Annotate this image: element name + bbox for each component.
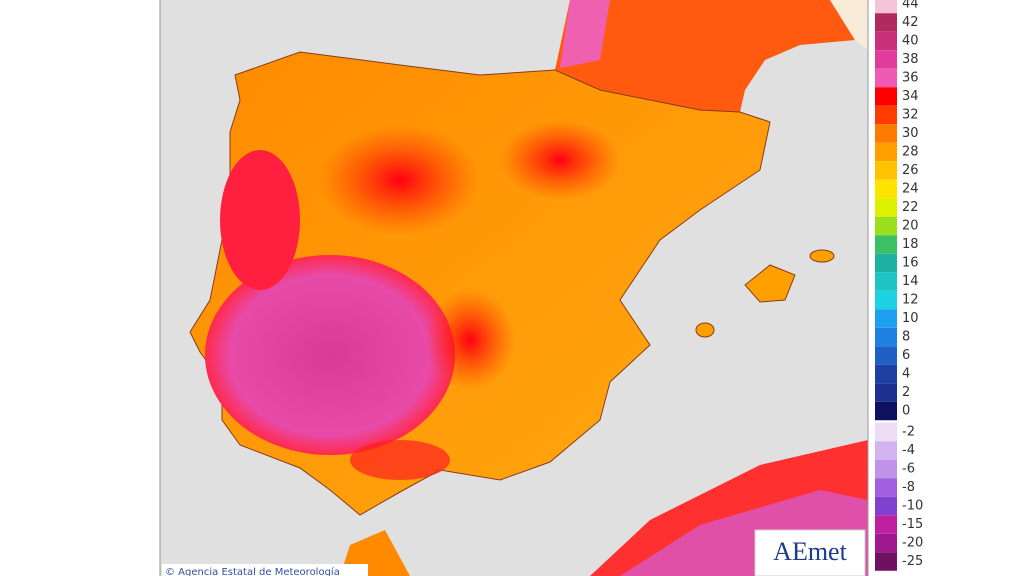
legend-label: 2 xyxy=(902,385,910,400)
legend-swatch xyxy=(875,515,897,534)
hot-west xyxy=(220,150,300,290)
legend-swatch xyxy=(875,478,897,497)
legend-label: 14 xyxy=(902,274,919,289)
legend-label: -20 xyxy=(902,536,923,551)
legend-label: 28 xyxy=(902,145,919,160)
legend-label: 38 xyxy=(902,52,919,67)
hot-southwest xyxy=(205,255,455,455)
logo: AEmet xyxy=(773,537,847,566)
legend-swatch xyxy=(875,31,897,51)
france-hot xyxy=(560,0,610,68)
legend-swatch xyxy=(875,496,897,516)
legend-label: 44 xyxy=(902,0,919,12)
france-east xyxy=(830,0,868,50)
legend-label: 18 xyxy=(902,237,919,252)
legend-label: 24 xyxy=(902,182,919,197)
legend-swatch xyxy=(875,13,897,32)
legend-label: 22 xyxy=(902,200,919,215)
legend-label: 30 xyxy=(902,126,919,141)
legend-swatch xyxy=(875,179,897,199)
legend-swatch xyxy=(875,50,897,69)
legend-label: 42 xyxy=(902,15,919,30)
legend-swatch xyxy=(875,68,897,88)
legend-swatch xyxy=(875,459,897,479)
legend-label: 4 xyxy=(902,367,910,382)
legend-swatch xyxy=(875,105,897,125)
legend-swatch xyxy=(875,235,897,254)
legend-label: 36 xyxy=(902,71,919,86)
legend-label: 40 xyxy=(902,34,919,49)
footer-bg xyxy=(162,564,368,576)
legend-swatch xyxy=(875,253,897,273)
legend-swatch xyxy=(875,198,897,217)
legend-label: 16 xyxy=(902,256,919,271)
legend-label: -6 xyxy=(902,462,915,477)
hot-center xyxy=(425,290,515,390)
legend-swatch xyxy=(875,422,897,442)
legend-swatch xyxy=(875,0,897,14)
legend-swatch xyxy=(875,272,897,291)
hot-south xyxy=(350,440,450,480)
legend-label: 34 xyxy=(902,89,919,104)
legend-swatch xyxy=(875,87,897,106)
legend-label: 20 xyxy=(902,219,919,234)
mallorca xyxy=(744,264,796,303)
legend-label: 12 xyxy=(902,293,919,308)
legend-label: -2 xyxy=(902,425,915,440)
legend-swatch xyxy=(875,309,897,328)
legend-swatch xyxy=(875,364,897,384)
legend-label: -10 xyxy=(902,499,923,514)
legend-label: 8 xyxy=(902,330,910,345)
legend-swatch xyxy=(875,401,897,421)
legend-label: -25 xyxy=(902,554,923,569)
legend-swatch xyxy=(875,161,897,180)
legend-swatch xyxy=(875,327,897,347)
legend-swatch xyxy=(875,346,897,365)
legend-swatch xyxy=(875,533,897,553)
france xyxy=(555,0,855,112)
legend-label: 0 xyxy=(902,404,910,419)
legend-swatch xyxy=(875,216,897,236)
ibiza xyxy=(695,322,715,338)
legend-swatch xyxy=(875,142,897,162)
legend-swatch xyxy=(875,290,897,310)
hot-north xyxy=(320,125,480,235)
legend-label: -15 xyxy=(902,517,923,532)
hot-ebro xyxy=(500,120,620,200)
legend-swatch xyxy=(875,383,897,402)
logo-box xyxy=(754,529,866,576)
legend-swatch xyxy=(875,552,897,571)
legend-label: 6 xyxy=(902,348,910,363)
footer: © Agencia Estatal de Meteorología xyxy=(165,566,340,576)
legend-label: 26 xyxy=(902,163,919,178)
legend-label: -4 xyxy=(902,443,915,458)
legend-swatch xyxy=(875,441,897,460)
legend-label: -8 xyxy=(902,480,915,495)
legend-label: 10 xyxy=(902,311,919,326)
legend-label: 32 xyxy=(902,108,919,123)
menorca xyxy=(809,249,835,263)
legend-swatch xyxy=(875,124,897,143)
